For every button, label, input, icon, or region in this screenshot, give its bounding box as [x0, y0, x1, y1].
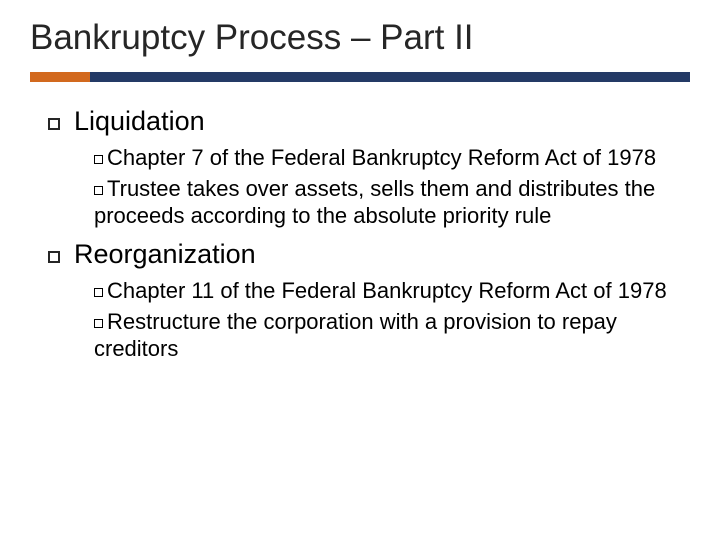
- square-bullet-icon: [48, 251, 60, 263]
- content-body: Liquidation Chapter 7 of the Federal Ban…: [30, 106, 690, 363]
- sub-list-item: Trustee takes over assets, sells them an…: [94, 176, 670, 230]
- slide-title: Bankruptcy Process – Part II: [30, 18, 690, 58]
- sub-list: Chapter 7 of the Federal Bankruptcy Refo…: [48, 145, 680, 229]
- accent-navy: [90, 72, 690, 82]
- sub-list-item: Chapter 11 of the Federal Bankruptcy Ref…: [94, 278, 670, 305]
- sub-list-item: Restructure the corporation with a provi…: [94, 309, 670, 363]
- list-item: Liquidation Chapter 7 of the Federal Ban…: [48, 106, 680, 229]
- list-item-label: Liquidation: [74, 106, 205, 137]
- square-bullet-icon: [48, 118, 60, 130]
- square-bullet-icon: [94, 319, 103, 328]
- list-item-header: Reorganization: [48, 239, 680, 270]
- sub-item-text: Chapter 7 of the Federal Bankruptcy Refo…: [107, 145, 656, 170]
- list-item-header: Liquidation: [48, 106, 680, 137]
- accent-bar: [30, 72, 690, 82]
- sub-list-item: Chapter 7 of the Federal Bankruptcy Refo…: [94, 145, 670, 172]
- sub-item-text: Trustee takes over assets, sells them an…: [94, 176, 655, 228]
- list-item-label: Reorganization: [74, 239, 256, 270]
- square-bullet-icon: [94, 288, 103, 297]
- sub-list: Chapter 11 of the Federal Bankruptcy Ref…: [48, 278, 680, 362]
- sub-item-text: Restructure the corporation with a provi…: [94, 309, 617, 361]
- list-item: Reorganization Chapter 11 of the Federal…: [48, 239, 680, 362]
- sub-item-text: Chapter 11 of the Federal Bankruptcy Ref…: [107, 278, 667, 303]
- accent-orange: [30, 72, 90, 82]
- slide: Bankruptcy Process – Part II Liquidation…: [0, 0, 720, 540]
- square-bullet-icon: [94, 155, 103, 164]
- square-bullet-icon: [94, 186, 103, 195]
